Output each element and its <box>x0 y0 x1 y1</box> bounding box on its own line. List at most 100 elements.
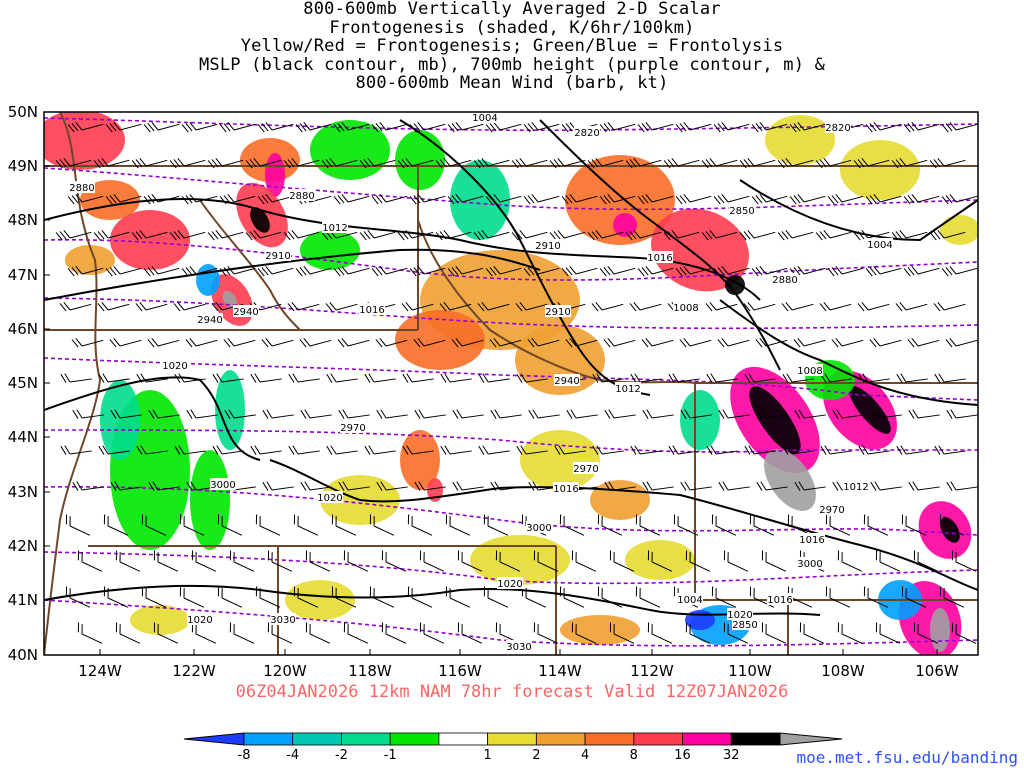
barb-shaft <box>879 267 902 275</box>
barb-flag <box>592 445 599 455</box>
axis-ticks <box>44 111 938 656</box>
barb-shaft <box>373 159 396 167</box>
wind-barb <box>381 550 407 572</box>
barb-flag <box>929 232 937 241</box>
barb-flag <box>760 481 767 491</box>
wind-barb <box>717 338 750 348</box>
barb-flag <box>789 124 797 133</box>
wind-barb <box>181 122 218 133</box>
barb-flag <box>417 266 425 275</box>
title-line-2: Frontogenesis (shaded, K/6hr/100km) <box>329 17 695 38</box>
barb-flag <box>911 266 919 275</box>
barb-flag <box>291 158 299 167</box>
barb-flag <box>185 339 193 348</box>
barb-flag <box>934 373 941 383</box>
barb-flag <box>907 267 915 276</box>
barb-shaft <box>233 633 255 644</box>
barb-flag <box>261 267 269 276</box>
barb-flag <box>685 622 688 633</box>
barb-flag <box>139 302 147 311</box>
barb-flag <box>599 124 607 133</box>
barb-flag <box>55 160 63 169</box>
barb-flag <box>675 196 683 205</box>
mslp-label-bg <box>727 608 753 620</box>
barb-flag <box>751 268 759 277</box>
barb-shaft <box>841 633 863 644</box>
barb-shaft <box>715 525 737 536</box>
barb-flag <box>873 266 881 275</box>
wind-barb <box>224 409 256 419</box>
barb-flag <box>625 160 633 169</box>
barb-flag <box>875 550 878 561</box>
barb-flag <box>673 586 676 597</box>
barb-shaft <box>689 339 712 347</box>
barb-flag <box>413 267 421 276</box>
barb-flag <box>401 303 409 312</box>
barb-flag <box>143 196 151 205</box>
wind-barb <box>435 230 472 241</box>
barb-flag <box>684 481 691 491</box>
barb-flag <box>527 195 535 204</box>
wind-barb <box>207 230 244 241</box>
barb-flag <box>554 445 561 455</box>
wind-barb <box>371 194 408 205</box>
barb-flag <box>569 266 577 275</box>
barb-flag <box>259 588 261 599</box>
colorbar-segment <box>682 732 732 746</box>
wind-barb <box>777 158 814 169</box>
barb-flag <box>283 232 291 241</box>
border-line <box>199 199 301 331</box>
mslp-label-bg <box>843 480 869 492</box>
barb-flag <box>723 622 726 633</box>
lon-label-108W: 108W <box>821 662 865 680</box>
wind-barb <box>793 338 826 348</box>
barb-flag <box>452 481 459 491</box>
barb-shaft <box>867 525 889 536</box>
barb-flag <box>946 481 953 491</box>
barb-flag <box>64 445 71 455</box>
barb-flag <box>63 158 71 167</box>
wind-barb <box>478 373 510 383</box>
lon-label-124W: 124W <box>78 662 122 680</box>
barb-flag <box>77 550 80 561</box>
barb-flag <box>683 338 691 347</box>
lat-label-50N: 50N <box>8 103 38 121</box>
wind-barb <box>473 158 510 169</box>
credit-link[interactable]: moe.met.fsu.edu/banding <box>796 748 1018 767</box>
barb-shaft <box>537 633 559 644</box>
barb-flag <box>341 194 349 203</box>
barb-shaft <box>487 159 510 167</box>
barb-flag <box>608 409 615 419</box>
barb-flag <box>98 445 105 455</box>
barb-shaft <box>297 231 320 239</box>
wind-barb <box>105 122 142 133</box>
barb-flag <box>641 195 649 204</box>
barb-flag <box>363 231 371 240</box>
barb-shaft <box>119 267 142 275</box>
barb-flag <box>245 160 253 169</box>
barb-shaft <box>423 339 446 347</box>
barb-shaft <box>461 267 484 275</box>
barb-flag <box>549 232 557 241</box>
barb-shaft <box>689 195 712 203</box>
height-label: 2850 <box>729 206 754 217</box>
mslp-label: 1020 <box>162 361 187 372</box>
barb-flag <box>671 230 679 239</box>
wind-barb <box>837 622 863 644</box>
barb-flag <box>575 552 577 563</box>
barb-flag <box>528 481 535 491</box>
barb-flag <box>641 267 649 276</box>
barb-flag <box>139 158 147 167</box>
wind-barb <box>820 445 852 455</box>
barb-flag <box>759 194 767 203</box>
barb-shaft <box>867 378 890 383</box>
barb-shaft <box>601 378 624 383</box>
colorbar-tick-label: -1 <box>384 748 397 763</box>
wind-barb <box>789 122 826 133</box>
colorbar-tick-label: 32 <box>723 748 740 763</box>
barb-flag <box>679 123 687 132</box>
barb-shaft <box>411 303 434 311</box>
barb-flag <box>677 516 679 527</box>
wind-barb <box>663 230 700 241</box>
wind-barb <box>913 550 939 572</box>
